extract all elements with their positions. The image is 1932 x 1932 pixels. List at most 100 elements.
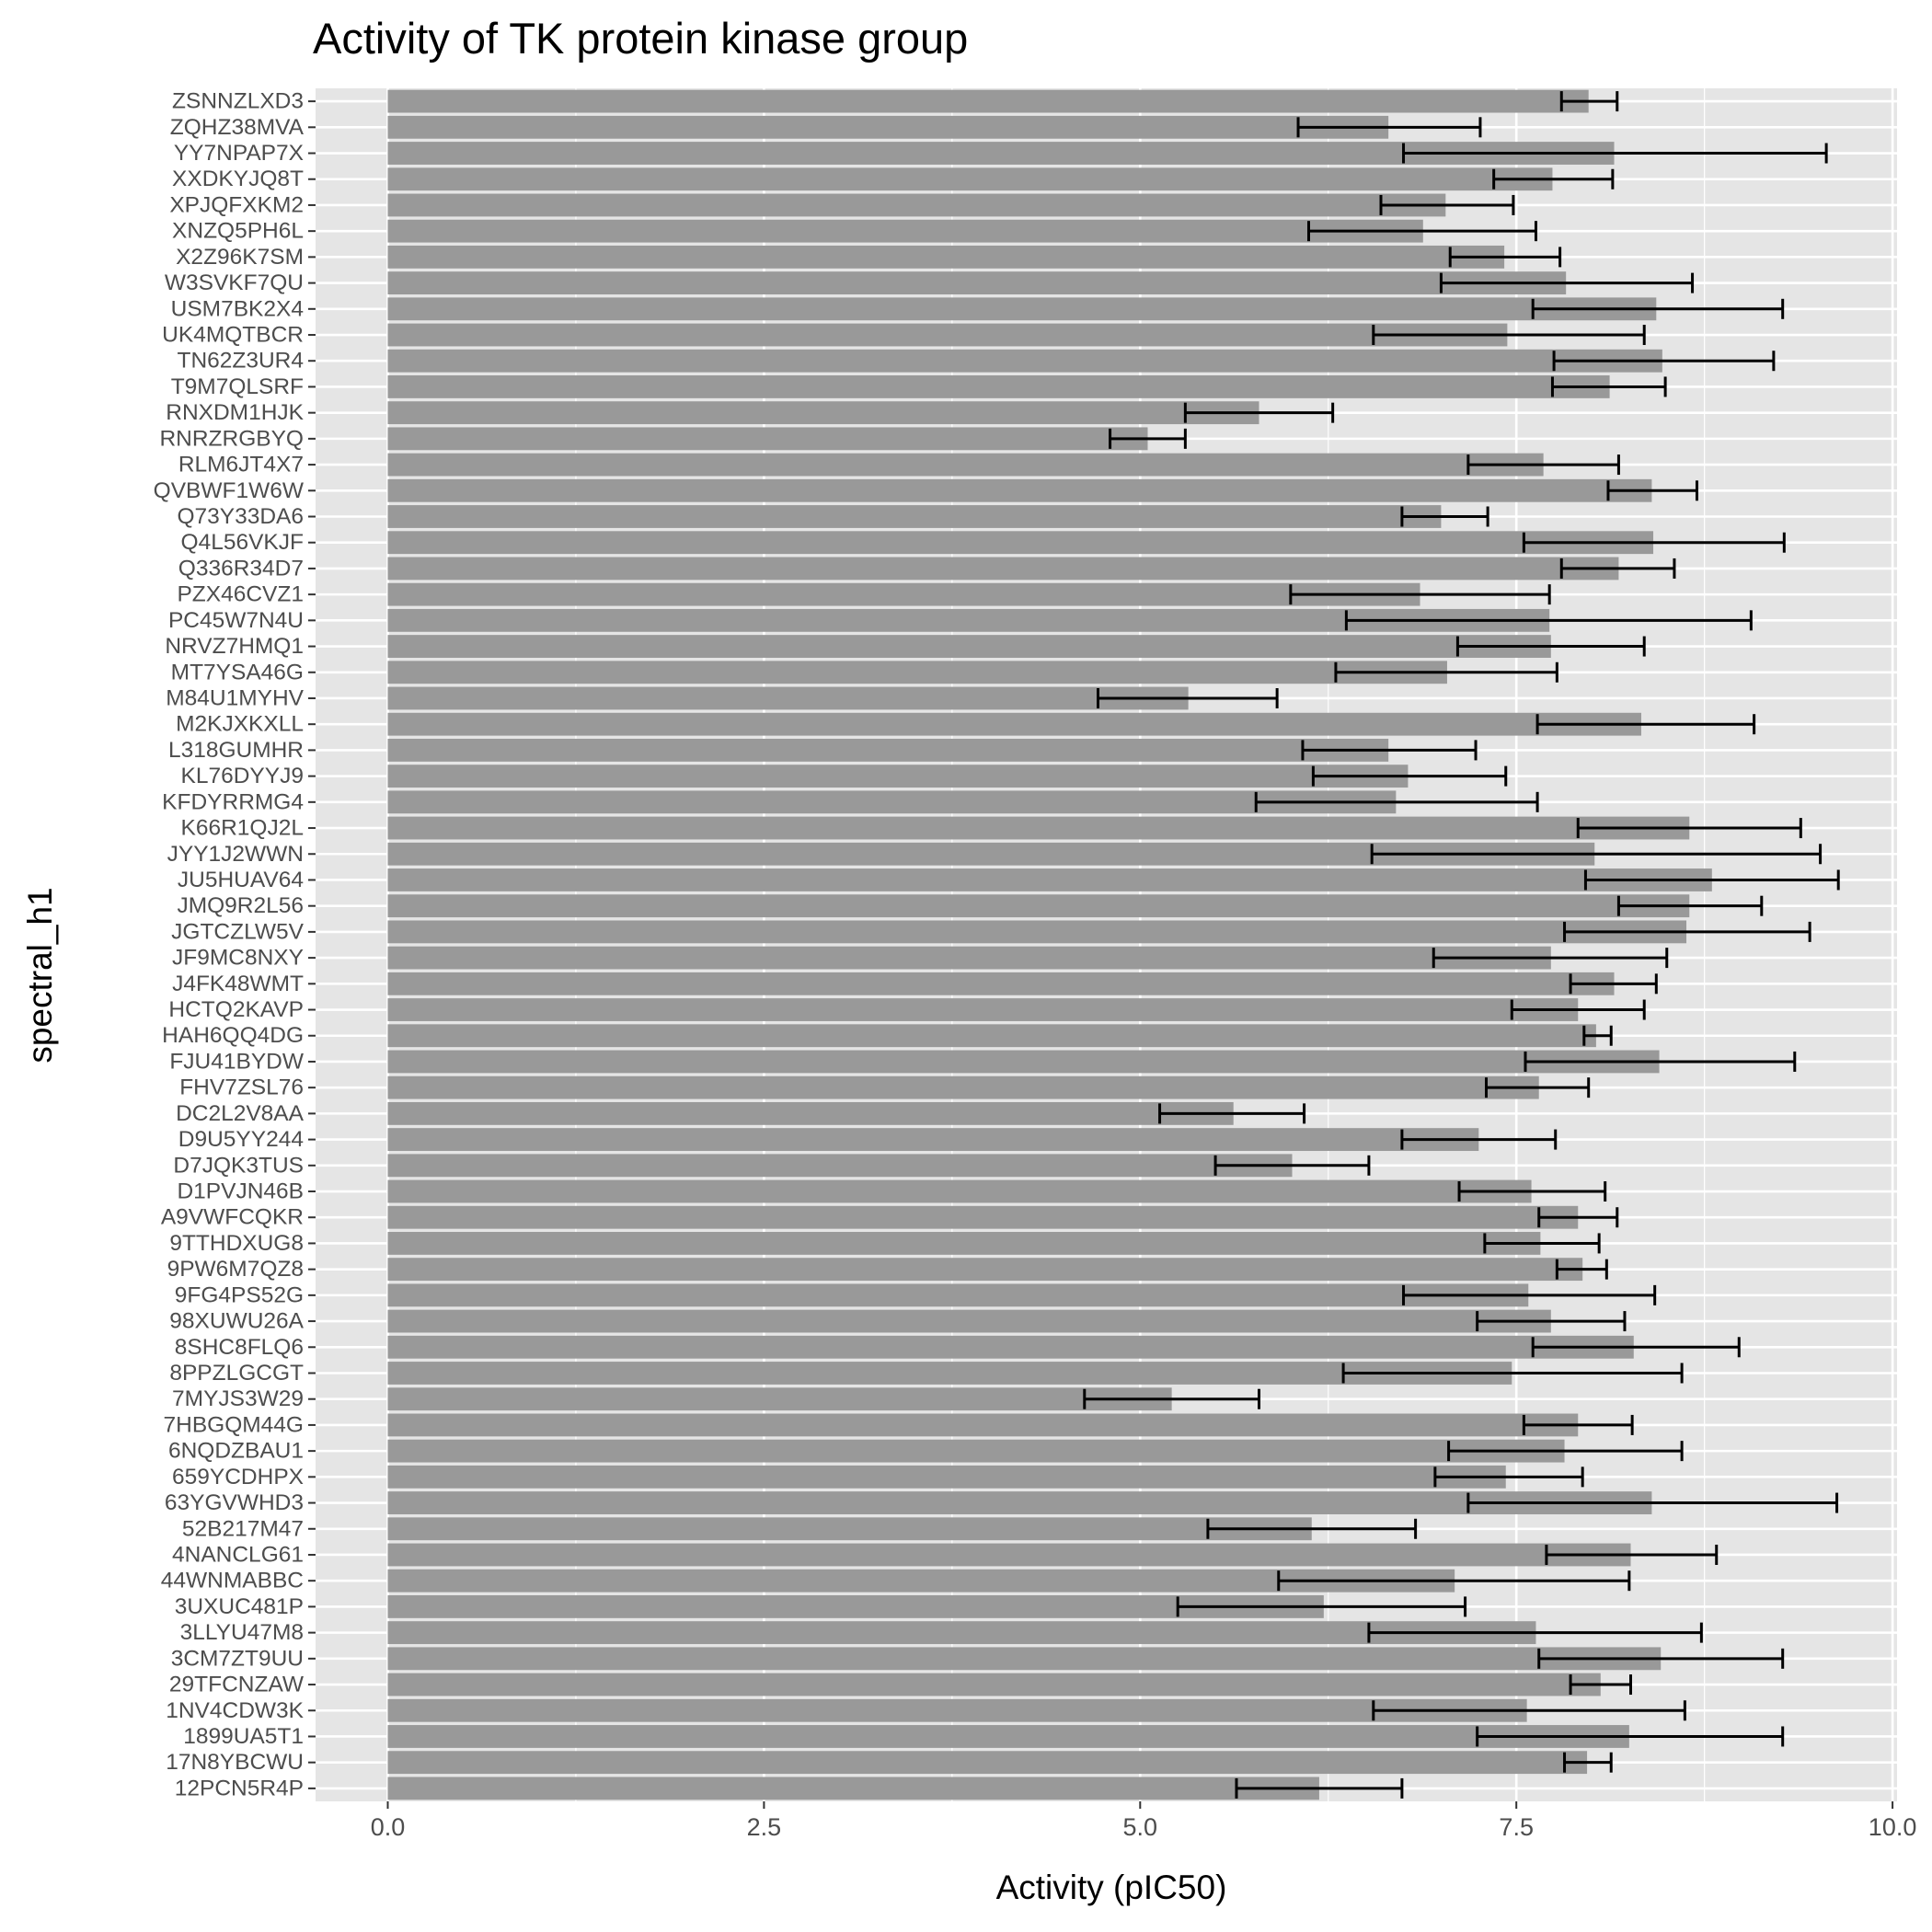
y-tick-label: KL76DYYJ9 [181, 764, 304, 788]
y-tick-label: T9M7QLSRF [171, 374, 304, 399]
y-tick-label: 7MYJS3W29 [172, 1386, 304, 1411]
y-tick-label: UK4MQTBCR [162, 323, 304, 348]
y-tick-label: D7JQK3TUS [173, 1153, 304, 1178]
y-tick-label: L318GUMHR [168, 738, 304, 763]
y-tick-label: 9FG4PS52G [175, 1282, 304, 1307]
y-tick-label: JMQ9R2L56 [177, 893, 304, 918]
y-tick-label: DC2L2V8AA [176, 1101, 305, 1126]
bar [387, 1101, 1234, 1125]
y-tick-label: KFDYRRMG4 [162, 789, 304, 814]
y-tick-label: RLM6JT4X7 [178, 453, 304, 477]
y-tick-label: 8PPZLGCGT [169, 1361, 304, 1386]
y-tick-label: D9U5YY244 [178, 1127, 304, 1152]
bar [387, 531, 1654, 555]
y-tick-label: 63YGVWHD3 [165, 1490, 304, 1515]
y-tick-label: TN62Z3UR4 [177, 349, 304, 374]
bar [387, 1698, 1527, 1722]
x-tick-label: 2.5 [747, 1813, 782, 1841]
y-tick-label: M84U1MYHV [166, 685, 304, 710]
bar [387, 1205, 1579, 1229]
y-tick-label: HAH6QQ4DG [162, 1023, 304, 1048]
bar [387, 998, 1579, 1021]
bar [387, 1751, 1588, 1775]
y-tick-label: 29TFCNZAW [169, 1673, 305, 1697]
bar [387, 946, 1551, 970]
bar [387, 557, 1619, 581]
y-tick-label: PZX46CVZ1 [177, 582, 304, 607]
bar [387, 349, 1662, 373]
bar [387, 1491, 1652, 1514]
y-tick-label: W3SVKF7QU [165, 270, 304, 295]
bar [387, 1179, 1532, 1203]
y-tick-label: HCTQ2KAVP [168, 997, 304, 1022]
plot-panel [316, 88, 1897, 1801]
y-tick-label: 9PW6M7QZ8 [167, 1257, 304, 1282]
bar [387, 1128, 1479, 1152]
bar [387, 115, 1389, 139]
y-tick-label: 8SHC8FLQ6 [175, 1335, 304, 1360]
bar [387, 1309, 1551, 1333]
y-tick-label: XPJQFXKM2 [169, 192, 304, 217]
bar [387, 1439, 1565, 1463]
y-tick-label: FHV7ZSL76 [179, 1075, 304, 1100]
bar [387, 1362, 1512, 1385]
x-tick-label: 0.0 [371, 1813, 406, 1841]
bar [387, 245, 1505, 269]
chart-title: Activity of TK protein kinase group [313, 14, 969, 63]
y-tick-label: 98XUWU26A [169, 1309, 304, 1334]
bar [387, 1594, 1324, 1618]
y-tick-label: FJU41BYDW [169, 1049, 305, 1074]
bar [387, 894, 1690, 918]
bar [387, 972, 1615, 995]
y-tick-label: 9TTHDXUG8 [169, 1231, 304, 1256]
bar [387, 635, 1551, 658]
bar [387, 89, 1589, 113]
bar [387, 790, 1397, 814]
bar [387, 375, 1610, 398]
bar [387, 297, 1657, 321]
bar [387, 271, 1567, 295]
bar [387, 1075, 1539, 1099]
bar [387, 738, 1389, 762]
y-tick-label: Q336R34D7 [178, 556, 304, 581]
y-tick-label: USM7BK2X4 [171, 296, 304, 321]
y-tick-label: NRVZ7HMQ1 [165, 634, 304, 659]
bar [387, 1621, 1536, 1645]
bar [387, 427, 1148, 451]
bar [387, 1725, 1629, 1748]
bar [387, 1024, 1596, 1048]
y-tick-label: 3CM7ZT9UU [171, 1646, 304, 1671]
bar [387, 868, 1712, 891]
bar [387, 1777, 1319, 1800]
bar [387, 765, 1409, 788]
y-tick-label: 1899UA5T1 [183, 1724, 304, 1749]
bar [387, 1465, 1506, 1489]
y-tick-label: ZSNNZLXD3 [172, 89, 304, 114]
y-tick-label: Q73Y33DA6 [177, 504, 304, 529]
y-tick-label: RNXDM1HJK [166, 400, 304, 425]
y-tick-label: D1PVJN46B [177, 1179, 304, 1204]
bar [387, 1543, 1631, 1567]
y-tick-label: RNRZRGBYQ [159, 426, 304, 451]
bar [387, 505, 1442, 528]
y-tick-label: A9VWFCQKR [161, 1205, 304, 1230]
y-tick-label: 17N8YBCWU [166, 1750, 304, 1775]
bar [387, 1387, 1172, 1411]
y-tick-label: XXDKYJQ8T [172, 167, 304, 191]
bar [387, 1283, 1529, 1307]
y-tick-label: 3UXUC481P [175, 1594, 304, 1619]
bar [387, 816, 1690, 840]
bar [387, 219, 1423, 243]
y-tick-label: 659YCDHPX [172, 1465, 304, 1489]
bar [387, 1232, 1541, 1255]
y-tick-label: PC45W7N4U [168, 608, 304, 633]
x-tick-label: 7.5 [1499, 1813, 1534, 1841]
bar [387, 193, 1446, 217]
y-tick-label: 6NQDZBAU1 [168, 1439, 304, 1464]
bar [387, 1517, 1312, 1541]
y-tick-label: M2KJXKXLL [176, 712, 304, 737]
y-tick-label: JF9MC8NXY [172, 946, 304, 971]
y-tick-label: K66R1QJ2L [181, 816, 304, 841]
